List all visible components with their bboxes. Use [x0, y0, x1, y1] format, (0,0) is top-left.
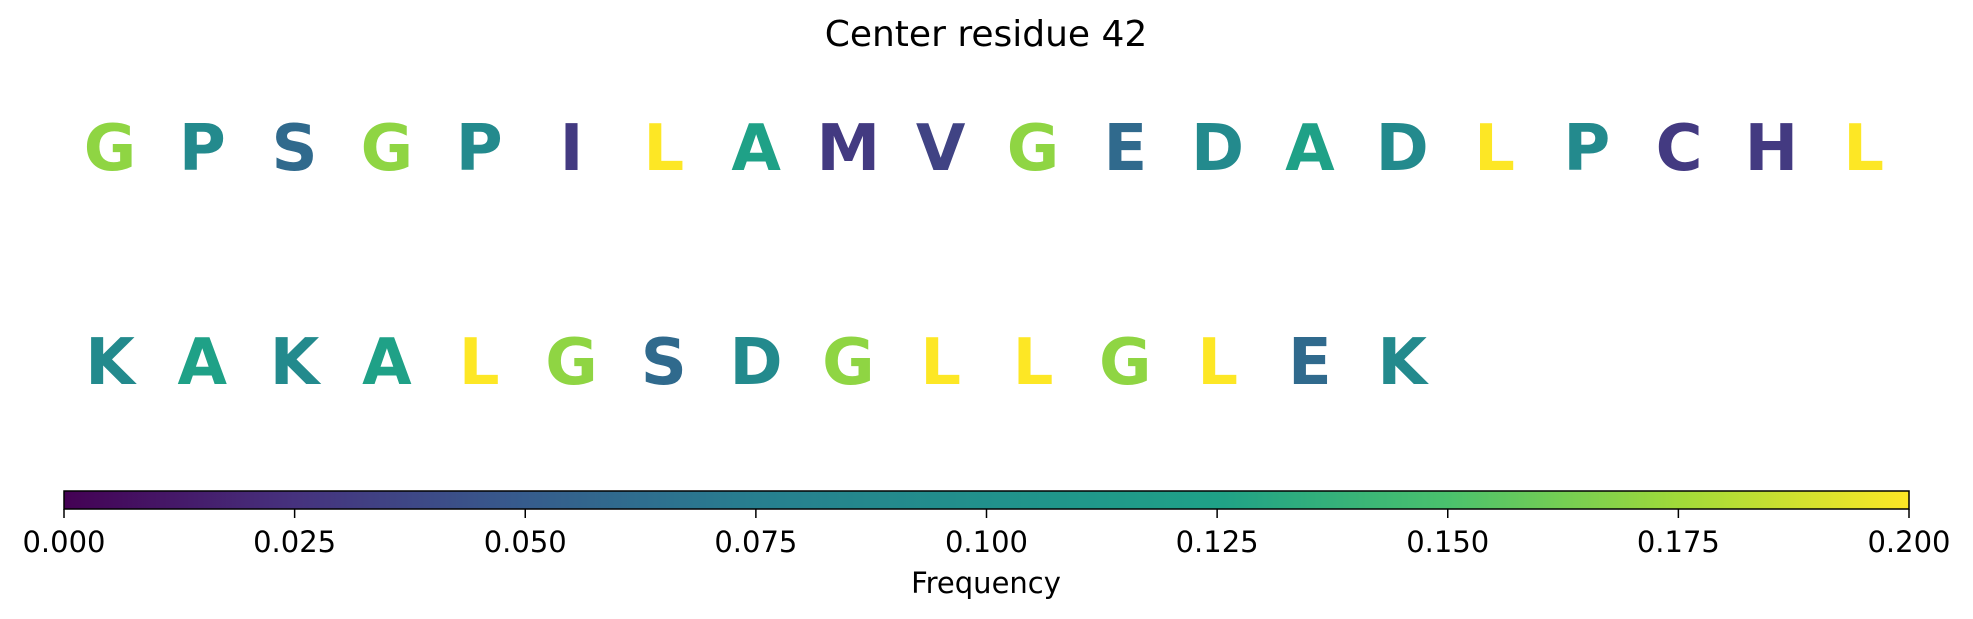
colorbar-tick-label: 0.200 [1867, 525, 1950, 559]
colorbar-tick-label: 0.175 [1637, 525, 1720, 559]
residue-letter: K [85, 326, 137, 400]
residue-letter: P [1563, 112, 1610, 186]
residue-letter: D [1191, 112, 1244, 186]
residue-letter: G [1007, 112, 1060, 186]
residue-letter: L [1197, 326, 1238, 400]
colorbar-label: Frequency [911, 566, 1061, 600]
residue-letter: D [730, 326, 783, 400]
colorbar-gradient [64, 491, 1909, 509]
residue-letter: K [1377, 326, 1429, 400]
residue-letter: V [916, 112, 966, 186]
residue-letter: A [362, 326, 412, 400]
residue-letter: G [822, 326, 875, 400]
residue-letter: L [643, 112, 684, 186]
residue-letter: M [817, 112, 881, 186]
colorbar-tick-label: 0.150 [1406, 525, 1489, 559]
residue-rows: G P S G P I L A M V G E D A D L P C H LK A K A L G S D G L L G L E K [84, 112, 1884, 400]
colorbar-tick-label: 0.025 [253, 525, 336, 559]
residue-letter: E [1288, 326, 1332, 400]
residue-letter: A [731, 112, 781, 186]
residue-letter: L [1013, 326, 1054, 400]
residue-letter: H [1745, 112, 1799, 186]
residue-letter: L [1843, 112, 1884, 186]
colorbar-tick-label: 0.000 [22, 525, 105, 559]
residue-letter: A [1285, 112, 1335, 186]
residue-letter: P [456, 112, 503, 186]
residue-letter: G [545, 326, 598, 400]
colorbar-tick-label: 0.050 [484, 525, 567, 559]
residue-letter: G [1099, 326, 1152, 400]
colorbar-tick-label: 0.100 [945, 525, 1028, 559]
residue-letter: G [84, 112, 137, 186]
residue-letter: L [459, 326, 500, 400]
residue-letter: P [179, 112, 226, 186]
residue-letter: S [272, 112, 318, 186]
colorbar-ticks: 0.000 0.025 0.050 0.075 0.100 0.125 0.150 0.175… [22, 509, 1951, 559]
chart-title: Center residue 42 [825, 14, 1148, 55]
residue-letter: A [178, 326, 228, 400]
residue-letter: E [1103, 112, 1147, 186]
residue-letter: S [641, 326, 687, 400]
residue-letter: I [560, 112, 584, 186]
residue-letter: G [361, 112, 414, 186]
residue-letter: C [1656, 112, 1703, 186]
colorbar: 0.000 0.025 0.050 0.075 0.100 0.125 0.150 0.175… [22, 490, 1951, 600]
colorbar-tick-label: 0.125 [1176, 525, 1259, 559]
residue-letter: L [920, 326, 961, 400]
colorbar-tick-label: 0.075 [714, 525, 797, 559]
residue-letter: L [1474, 112, 1515, 186]
residue-letter: K [270, 326, 322, 400]
residue-letter: D [1376, 112, 1429, 186]
